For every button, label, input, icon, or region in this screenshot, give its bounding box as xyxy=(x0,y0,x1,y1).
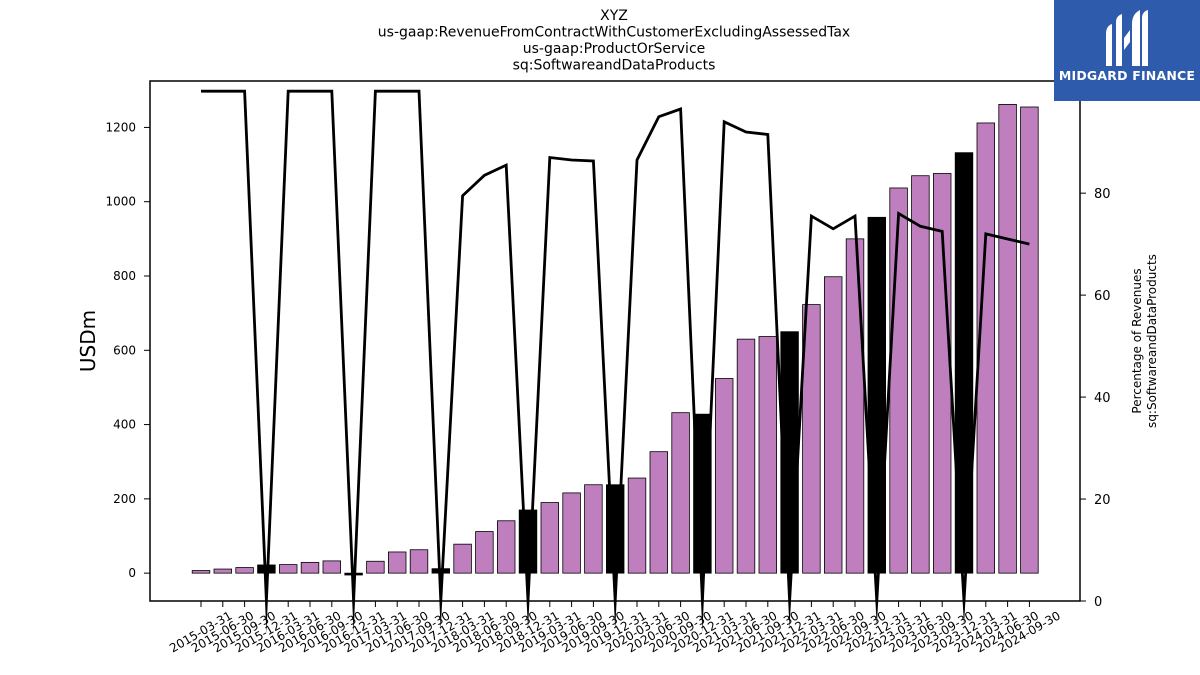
bar xyxy=(518,509,538,574)
bar xyxy=(278,564,298,574)
y2-axis-label: Percentage of Revenues sq:SoftwareandDat… xyxy=(1130,254,1159,428)
y2-tick-label: 60 xyxy=(1094,289,1111,304)
bar xyxy=(213,568,233,574)
y-axis-label: USDm xyxy=(76,310,100,372)
brand-logo: MIDGARD FINANCE xyxy=(1054,0,1200,101)
y2-axis: 020406080100 xyxy=(1080,85,1119,610)
bar xyxy=(889,187,908,574)
bar xyxy=(540,502,560,574)
bar xyxy=(845,238,865,574)
bar xyxy=(409,549,429,574)
bar xyxy=(802,304,821,574)
y-tick-label: 1000 xyxy=(105,195,136,209)
bar xyxy=(671,412,690,574)
x-axis: 2015-03-312015-06-302015-09-302015-12-31… xyxy=(167,601,1063,655)
y-tick-label: 1200 xyxy=(105,120,136,134)
bar xyxy=(562,492,581,574)
bar xyxy=(824,276,843,574)
bar xyxy=(954,152,974,574)
y-tick-label: 200 xyxy=(113,492,136,506)
bar xyxy=(627,477,647,574)
y2-tick-label: 20 xyxy=(1094,493,1111,508)
y2-tick-label: 80 xyxy=(1094,187,1111,202)
bar xyxy=(235,567,254,574)
y2-axis-label-line: sq:SoftwareandDataProducts xyxy=(1145,254,1159,428)
bar xyxy=(736,338,756,574)
chart-title-line: sq:SoftwareandDataProducts xyxy=(513,58,716,74)
bar xyxy=(300,561,320,574)
bar xyxy=(998,104,1017,574)
chart-title-line: XYZ xyxy=(600,8,628,24)
bar xyxy=(366,560,385,574)
bar xyxy=(649,451,669,574)
y-tick-label: 0 xyxy=(128,566,136,580)
bar-series xyxy=(191,104,1039,576)
bar xyxy=(867,216,887,574)
bar xyxy=(453,543,472,574)
y-tick-label: 600 xyxy=(113,343,136,357)
bar xyxy=(1020,106,1039,574)
midgard-logo-icon xyxy=(1106,10,1148,66)
bar xyxy=(758,336,778,574)
bar xyxy=(911,175,930,574)
y2-tick-label: 40 xyxy=(1094,391,1111,406)
y-tick-label: 400 xyxy=(113,418,136,432)
chart-title-line: us-gaap:ProductOrService xyxy=(523,41,706,57)
bar xyxy=(475,531,494,574)
chart-title-line: us-gaap:RevenueFromContractWithCustomerE… xyxy=(378,25,850,41)
bar xyxy=(387,551,407,574)
y2-axis-label-line: Percentage of Revenues xyxy=(1130,268,1144,413)
chart-title: XYZ us-gaap:RevenueFromContractWithCusto… xyxy=(378,8,850,74)
bar xyxy=(715,378,734,574)
y-axis: 0 200 400 600 800 1000 1200 xyxy=(105,120,150,580)
bar xyxy=(191,570,211,574)
y2-tick-label: 0 xyxy=(1094,595,1102,610)
y-tick-label: 800 xyxy=(113,269,136,283)
bar xyxy=(496,520,516,574)
bar xyxy=(584,484,603,574)
logo-text: MIDGARD FINANCE xyxy=(1058,68,1196,83)
bar xyxy=(322,560,342,574)
